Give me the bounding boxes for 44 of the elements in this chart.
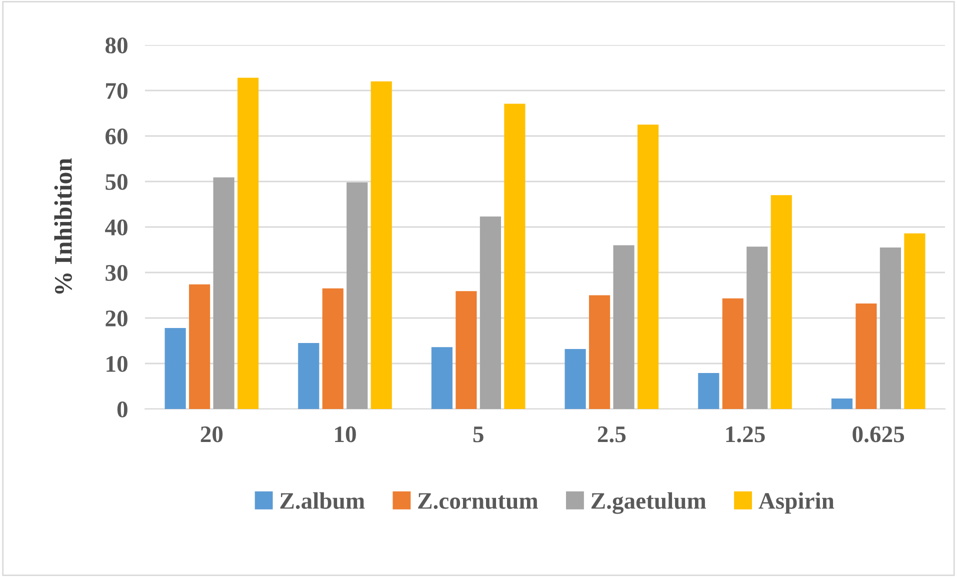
bar [456, 291, 477, 409]
bar [213, 177, 234, 409]
y-tick-label: 30 [106, 264, 128, 281]
bar [589, 295, 610, 409]
bar [904, 233, 926, 409]
bar [856, 303, 877, 409]
bar [504, 104, 526, 409]
y-tick-label: 20 [106, 310, 128, 326]
bar [322, 288, 344, 409]
bar [346, 182, 368, 409]
bar [746, 246, 768, 409]
x-tick-label: 20 [200, 426, 223, 442]
y-axis-title: % Inhibition [54, 158, 72, 294]
x-tick-label: 10 [335, 426, 356, 442]
x-tick-label: 0.625 [852, 426, 904, 442]
y-tick-label: 50 [106, 174, 128, 190]
bar [613, 245, 634, 409]
legend-label: Aspirin [758, 492, 834, 514]
y-tick-label: 40 [105, 219, 128, 236]
x-tick-label: 1.25 [726, 426, 765, 442]
bar [298, 343, 320, 409]
y-tick-label: 10 [106, 356, 128, 372]
bar [431, 347, 453, 409]
legend-label: Z.gaetulum [591, 492, 706, 514]
x-tick-label: 5 [473, 426, 484, 442]
bar [189, 284, 210, 409]
bar [564, 348, 586, 409]
bar [480, 216, 501, 409]
bar [770, 195, 792, 409]
legend-label: Z.album [280, 492, 365, 509]
bar [880, 247, 901, 409]
bar [637, 124, 659, 409]
bar [370, 81, 392, 409]
x-tick-label: 2.5 [598, 426, 626, 442]
bar [698, 373, 720, 409]
y-tick-label: 0 [117, 401, 128, 418]
legend-label: Z.cornutum [418, 493, 538, 509]
y-tick-label: 70 [106, 82, 128, 99]
bar [831, 398, 853, 409]
y-tick-label: 80 [106, 37, 128, 54]
bar [237, 78, 259, 409]
bar [722, 298, 744, 409]
y-tick-label: 60 [106, 128, 128, 144]
bar [164, 328, 186, 409]
